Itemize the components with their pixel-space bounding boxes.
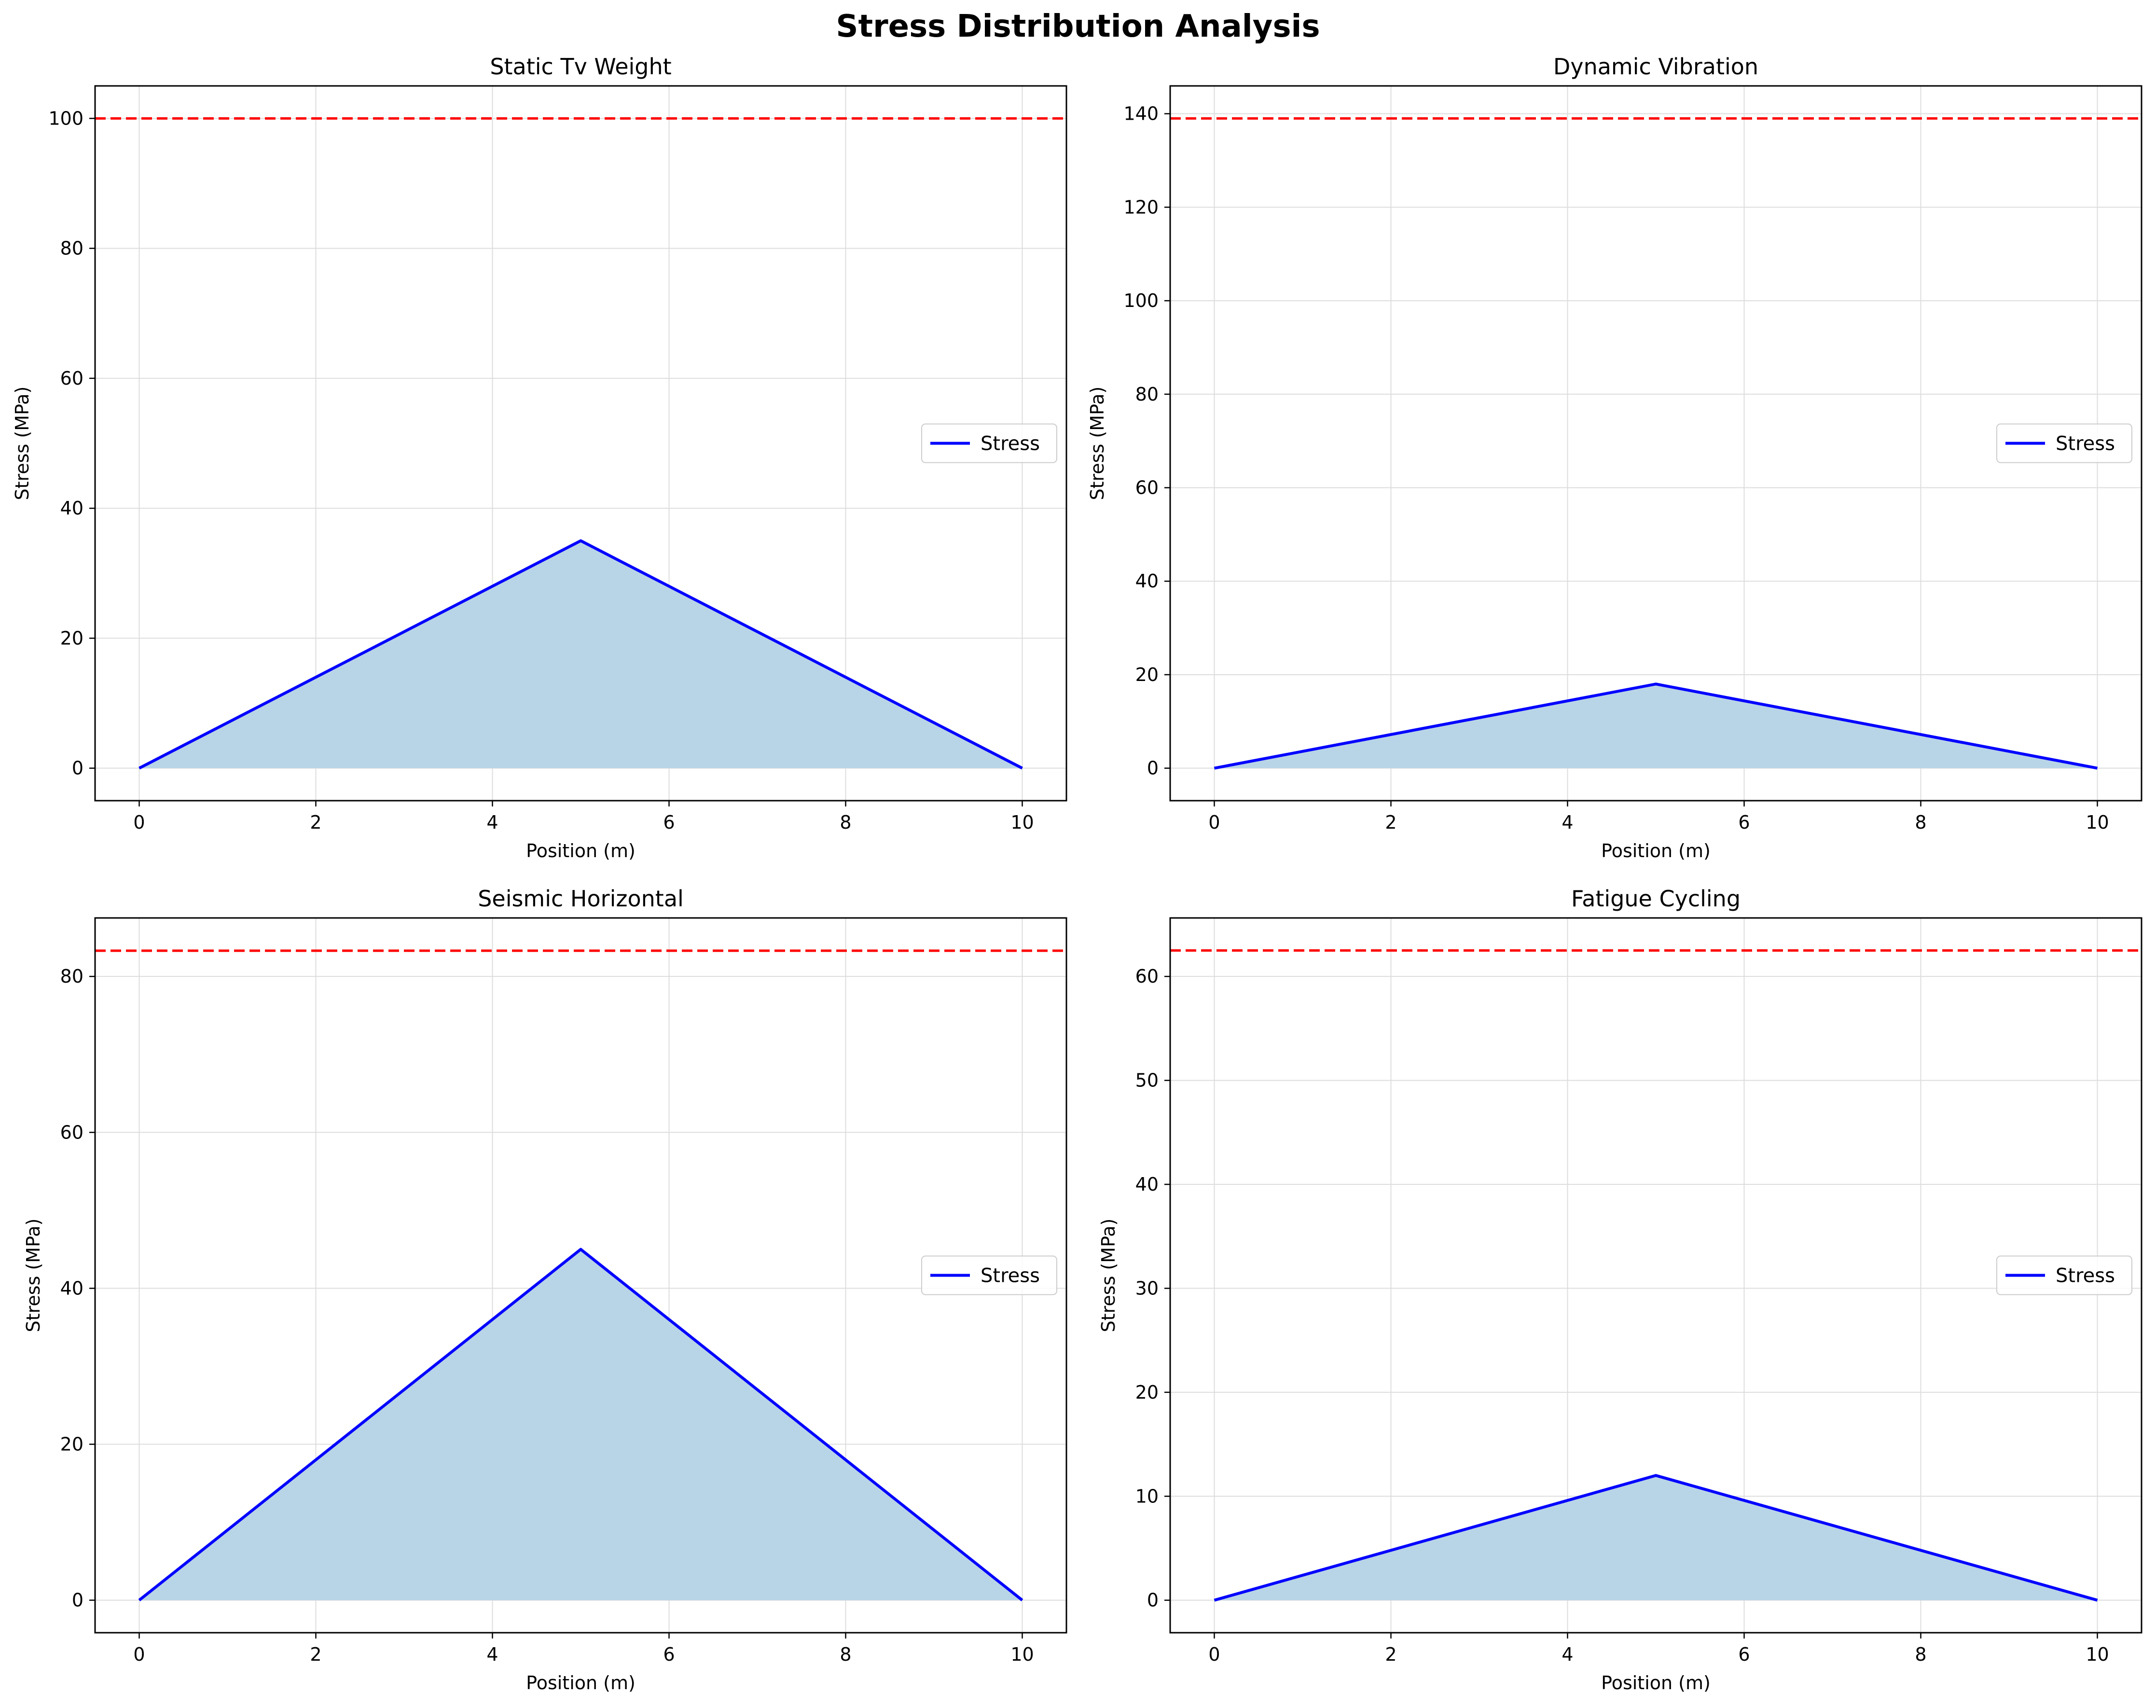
x-tick-label: 8 [840,812,851,833]
axes-frame [94,917,1067,1634]
axes-frame [1169,85,2142,802]
x-tick-label: 0 [1208,812,1220,833]
stress-fill-area [139,541,1023,768]
y-tick-label: 100 [48,108,83,129]
stress-line [138,539,1023,770]
x-tick-label: 10 [1010,1644,1034,1665]
subplot-title: Dynamic Vibration [1553,54,1758,80]
y-tick-label: 20 [1135,664,1159,685]
subplot-title: Fatigue Cycling [1571,886,1741,912]
y-tick-label: 20 [60,627,83,649]
y-tick-label: 40 [60,498,83,519]
legend-label: Stress [2056,433,2115,455]
y-tick-label: 40 [1135,1174,1159,1195]
legend-label: Stress [2056,1265,2115,1287]
subplot-3: 0 2 4 6 8 10 0 20 40 60 80 Seismic Horizontal Positi… [23,886,1067,1694]
x-tick-label: 6 [1738,1644,1750,1665]
x-tick-label: 0 [1208,1644,1220,1665]
y-tick-label: 0 [72,758,83,779]
y-axis-label: Stress (MPa) [12,387,33,500]
subplot-4: 0 2 4 6 8 10 0 10 20 30 40 50 60 Fatigue Cycling Posit… [1098,886,2142,1694]
stress-line [1214,1474,2098,1602]
y-tick-label: 0 [1147,758,1159,779]
axes-frame [1169,917,2142,1634]
stress-fill-area [1214,1475,2098,1600]
y-tick-label: 60 [1135,477,1159,499]
x-tick-label: 8 [840,1644,851,1665]
legend: Stress [921,423,1057,463]
subplot-title: Static Tv Weight [490,54,671,80]
x-tick-label: 6 [663,812,675,833]
x-tick-label: 10 [2086,812,2109,833]
x-tick-label: 0 [133,812,145,833]
x-axis-label: Position (m) [526,840,636,861]
x-tick-label: 2 [310,812,321,833]
x-tick-label: 10 [2086,1644,2109,1665]
x-tick-label: 8 [1915,812,1926,833]
x-axis-label: Position (m) [526,1672,636,1694]
y-tick-label: 100 [1123,290,1159,311]
subplot-title: Seismic Horizontal [478,886,684,912]
y-axis-label: Stress (MPa) [23,1219,44,1333]
legend-box [921,1255,1057,1295]
legend-label: Stress [981,433,1040,455]
y-tick-label: 0 [1147,1590,1159,1611]
y-tick-label: 140 [1123,103,1159,125]
x-tick-label: 4 [486,1644,498,1665]
legend-box [1996,423,2132,463]
y-tick-label: 20 [1135,1382,1159,1403]
y-tick-label: 0 [72,1590,83,1611]
y-tick-label: 60 [60,1122,83,1143]
legend: Stress [1996,1255,2132,1295]
x-tick-label: 4 [1562,1644,1573,1665]
x-tick-label: 2 [1385,1644,1396,1665]
y-tick-label: 30 [1135,1278,1159,1299]
y-tick-label: 60 [1135,966,1159,987]
y-tick-label: 80 [60,966,83,987]
stress-line [1214,682,2098,770]
x-axis-label: Position (m) [1601,1672,1711,1694]
figure-title: Stress Distribution Analysis [836,9,1320,44]
x-tick-label: 10 [1010,812,1034,833]
stress-fill-area [139,1249,1023,1600]
x-tick-label: 2 [310,1644,321,1665]
x-tick-label: 0 [133,1644,145,1665]
stress-line [138,1248,1023,1601]
y-tick-label: 40 [1135,570,1159,592]
y-tick-label: 10 [1135,1486,1159,1507]
y-tick-label: 60 [60,368,83,389]
legend-box [921,423,1057,463]
x-tick-label: 2 [1385,812,1396,833]
legend: Stress [921,1255,1057,1295]
x-tick-label: 4 [486,812,498,833]
y-tick-label: 20 [60,1434,83,1455]
y-tick-label: 80 [60,238,83,259]
legend-box [1996,1255,2132,1295]
legend: Stress [1996,423,2132,463]
x-axis-label: Position (m) [1601,840,1711,861]
x-tick-label: 4 [1562,812,1573,833]
y-tick-label: 50 [1135,1070,1159,1091]
x-tick-label: 6 [663,1644,675,1665]
axes-frame [94,85,1067,802]
stress-fill-area [1214,684,2098,768]
y-tick-label: 40 [60,1278,83,1299]
y-tick-label: 80 [1135,384,1159,405]
x-tick-label: 8 [1915,1644,1926,1665]
y-axis-label: Stress (MPa) [1098,1219,1119,1333]
x-tick-label: 6 [1738,812,1750,833]
y-tick-label: 120 [1123,196,1159,218]
y-axis-label: Stress (MPa) [1087,387,1108,500]
legend-label: Stress [981,1265,1040,1287]
